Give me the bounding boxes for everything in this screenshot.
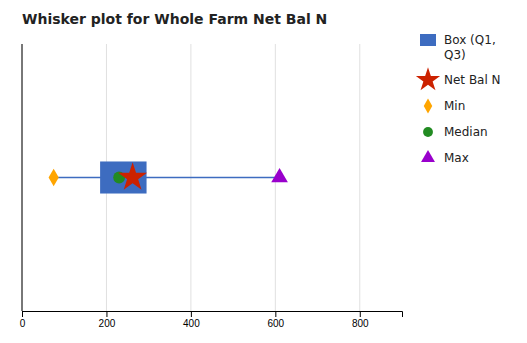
- x-tick-mark: [275, 311, 276, 317]
- x-tick: 600: [267, 311, 284, 329]
- legend-label: Max: [444, 151, 469, 165]
- marker-star: [118, 162, 147, 190]
- x-tick-mark: [191, 311, 192, 317]
- legend-swatch: [416, 67, 440, 90]
- x-tick-mark: [22, 311, 23, 317]
- legend-item: Net Bal N: [416, 67, 501, 90]
- marks: [49, 161, 288, 193]
- legend-label: Box (Q1,Q3): [444, 33, 496, 61]
- legend-label-line: Median: [444, 125, 488, 139]
- x-axis-line: [23, 312, 403, 318]
- legend-swatch: [421, 150, 435, 162]
- legend-label-line: Q3): [444, 48, 466, 62]
- grid: [22, 44, 360, 311]
- legend-item: Min: [424, 99, 466, 114]
- x-tick: 200: [99, 311, 116, 329]
- legend: Box (Q1,Q3) Net Bal N Min Median Max: [416, 33, 501, 165]
- legend-item: Max: [421, 150, 469, 165]
- grid-line: [22, 44, 23, 311]
- x-tick-mark: [360, 311, 361, 317]
- plot: 0 200 400 600 800: [20, 44, 403, 329]
- grid-line: [359, 44, 360, 311]
- legend-label-line: Max: [444, 151, 469, 165]
- x-tick-label: 800: [352, 318, 369, 329]
- y-axis-line: [22, 44, 23, 311]
- marker-triangle: [271, 168, 288, 182]
- legend-label-line: Min: [444, 99, 465, 113]
- x-tick: 0: [20, 311, 26, 329]
- legend-swatch: [423, 127, 433, 137]
- marker-diamond: [49, 169, 59, 187]
- legend-item: Median: [423, 125, 488, 139]
- x-tick-label: 600: [267, 318, 284, 329]
- box: [100, 161, 146, 193]
- x-tick: 800: [352, 311, 369, 329]
- x-axis: 0 200 400 600 800: [20, 311, 403, 329]
- x-tick-label: 200: [99, 318, 116, 329]
- x-tick-mark: [106, 311, 107, 317]
- x-tick-label: 0: [20, 318, 26, 329]
- whisker: [54, 177, 280, 179]
- x-tick-label: 400: [183, 318, 200, 329]
- legend-swatch: [420, 34, 436, 46]
- legend-label: Min: [444, 99, 465, 113]
- legend-label: Net Bal N: [444, 73, 501, 87]
- x-tick: 400: [183, 311, 200, 329]
- legend-label-line: Box (Q1,: [444, 33, 496, 47]
- legend-item: Box (Q1,Q3): [420, 33, 496, 61]
- chart: Whisker plot for Whole Farm Net Bal N 0 20…: [0, 0, 527, 343]
- legend-swatch: [424, 99, 433, 114]
- legend-label: Median: [444, 125, 488, 139]
- title: Whisker plot for Whole Farm Net Bal N: [22, 11, 327, 27]
- legend-label-line: Net Bal N: [444, 73, 501, 87]
